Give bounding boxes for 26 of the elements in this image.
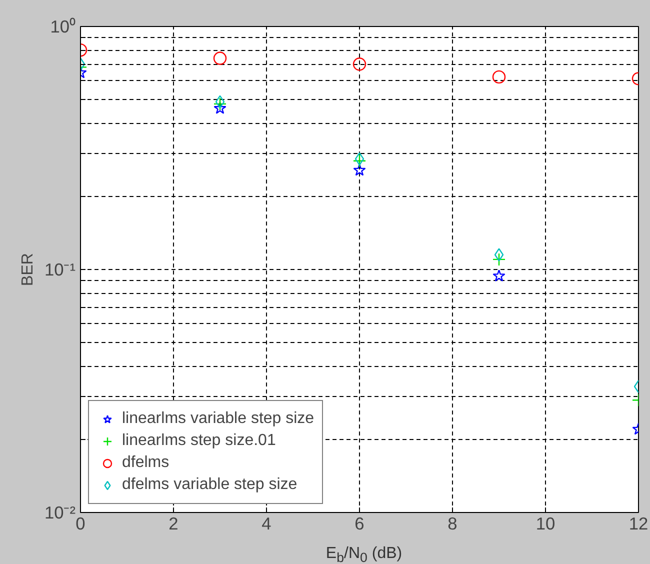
x-tick-label: 10	[536, 514, 556, 534]
y-tick-label: 10⁻¹	[44, 260, 76, 280]
x-tick-label: 8	[448, 514, 458, 534]
point	[352, 58, 366, 71]
x-axis-title: E$_{b}$/N$_{0}$ (dB)	[326, 544, 402, 564]
point	[213, 52, 227, 65]
x-tick-label: 0	[76, 514, 86, 534]
y-tick-label: 10⁻²	[44, 502, 76, 522]
y-axis-title: BER	[19, 253, 36, 286]
legend-label: dfelms	[122, 454, 170, 472]
x-tick-label: 2	[168, 514, 178, 534]
legend-label: linearlms variable step size	[122, 410, 314, 428]
legend-label: dfelms variable step size	[122, 476, 298, 494]
point	[213, 97, 227, 111]
x-tick-label: 6	[354, 514, 364, 534]
point	[492, 252, 506, 266]
point	[353, 164, 366, 176]
legend-label: linearlms step size.01	[122, 432, 276, 450]
x-tick-label: 12	[628, 514, 648, 534]
x-tick-label: 4	[262, 514, 272, 534]
y-tick-label: 10⁰	[50, 16, 76, 36]
point	[215, 95, 225, 108]
point	[492, 269, 506, 282]
point	[494, 248, 504, 262]
point	[214, 102, 226, 114]
point	[492, 70, 506, 84]
